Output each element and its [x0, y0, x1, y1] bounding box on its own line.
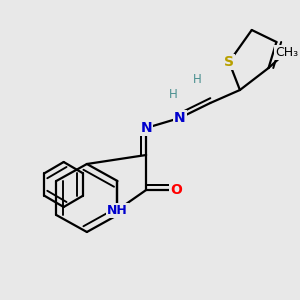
Text: NH: NH	[107, 203, 128, 217]
Text: H: H	[168, 88, 177, 101]
Text: N: N	[174, 111, 185, 125]
Text: CH₃: CH₃	[275, 46, 298, 59]
Text: H: H	[193, 74, 202, 86]
Text: S: S	[224, 55, 234, 69]
Text: O: O	[170, 183, 182, 197]
Text: N: N	[140, 121, 152, 135]
